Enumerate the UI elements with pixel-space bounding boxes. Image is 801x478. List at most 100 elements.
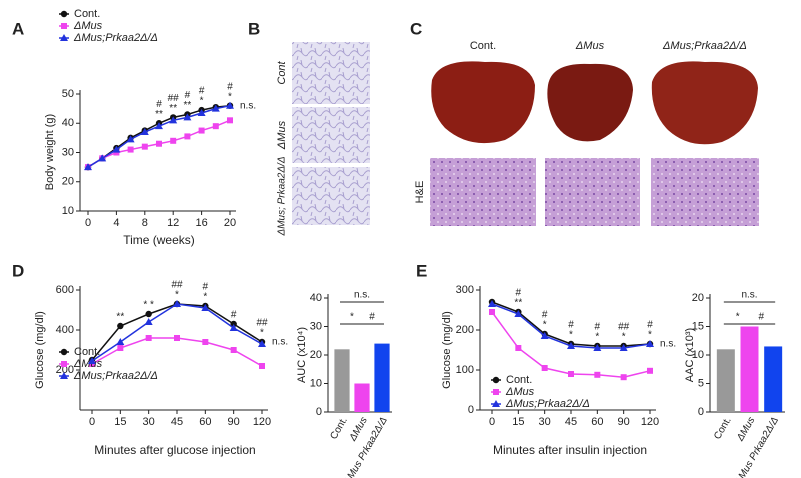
marker [620,374,627,381]
marker [227,117,233,124]
y-tick-label: 20 [62,176,74,188]
marker [145,335,152,341]
significance-label: # [203,282,209,293]
marker [202,339,209,345]
significance-label: # [199,86,205,97]
y-axis-label: AUC (x10⁴) [296,327,308,383]
legend-marker [60,348,68,356]
panel-label: C [410,19,422,38]
histology-label: ΔMus; Prkaa2Δ/Δ [277,156,288,236]
marker [145,310,152,318]
y-tick-label: 50 [62,88,74,100]
x-tick-label: ΔMus Prkaa2Δ/Δ [733,415,781,478]
marker [140,128,149,136]
y-tick-label: 40 [62,117,74,129]
x-tick-label: 30 [539,416,551,428]
end-label: n.s. [660,339,676,350]
marker [594,371,601,378]
significance-label: ** [184,100,192,111]
y-tick-label: 200 [56,364,74,376]
y-tick-label: 400 [56,324,74,336]
significance-label: * [200,96,204,107]
x-tick-label: 45 [565,416,577,428]
he-image [651,158,759,226]
marker [540,332,549,339]
y-tick-label: 600 [56,284,74,296]
x-tick-label: 15 [114,416,126,428]
significance-label: * [569,330,573,341]
panel-label: A [12,19,24,38]
marker [169,116,178,124]
liver-image [547,63,633,142]
end-label: n.s. [240,100,256,111]
marker [88,357,96,364]
significance-label: # [156,99,162,110]
y-axis-label: AAC (x10³) [684,328,696,382]
comparison-label: # [369,312,375,323]
significance-label: * [595,332,599,343]
x-tick-label: 120 [641,416,659,428]
legend-marker [60,10,68,18]
x-tick-label: 4 [113,217,119,229]
significance-label: # [568,320,574,331]
legend-marker [60,372,68,379]
significance-label: # [516,288,522,299]
y-tick-label: 10 [62,205,74,217]
histology-images [292,42,370,225]
legend-label: ΔMus;Prkaa2Δ/Δ [73,32,158,44]
significance-label: # [227,81,233,92]
marker [258,340,266,347]
significance-label: ** [169,103,177,114]
legend-label: ΔMus [73,20,103,32]
marker [514,310,523,317]
y-axis-label: Glucose (mg/dl) [441,311,453,389]
panel-label: D [12,261,24,280]
marker [170,137,177,144]
x-tick-label: Cont. [712,415,733,441]
x-tick-label: 12 [167,217,179,229]
marker [198,127,205,134]
y-tick-label: 30 [62,146,74,158]
x-tick-label: 20 [224,217,236,229]
liver-label: ΔMus;Prkaa2Δ/Δ [662,40,747,52]
marker [259,363,265,369]
y-tick-label: 15 [692,320,704,332]
x-axis-label: Minutes after glucose injection [94,443,255,457]
end-label: n.s. [272,337,288,348]
significance-label: # [595,322,601,333]
histology-label: Cont [276,60,288,84]
histology-label: ΔMus [276,120,288,150]
comparison-label: * [736,312,740,323]
significance-label: * [203,292,207,303]
he-image [430,158,536,226]
marker [567,342,575,349]
significance-label: ## [171,280,183,291]
x-tick-label: ΔMus [735,415,758,444]
legend-marker [493,389,499,395]
x-tick-label: 8 [142,217,148,229]
significance-label: * [622,332,626,343]
y-tick-label: 0 [468,404,474,416]
comparison-label: n.s. [354,290,370,301]
y-tick-label: 10 [310,377,322,389]
marker [184,133,191,140]
legend-marker [492,376,500,384]
significance-label: * [543,320,547,331]
x-tick-label: 60 [199,416,211,428]
marker [144,318,153,325]
liver-image [431,61,535,144]
y-tick-label: 100 [456,364,474,376]
significance-label: ## [618,322,630,333]
marker [127,146,134,153]
marker [98,154,107,162]
x-tick-label: 0 [489,416,495,428]
significance-label: # [231,310,237,321]
marker [489,309,495,315]
y-tick-label: 20 [692,292,704,304]
y-tick-label: 5 [698,377,704,389]
significance-label: * * [143,300,154,311]
liver-label: ΔMus [575,40,605,52]
y-tick-label: 0 [316,406,322,418]
bar [764,346,783,412]
liver-label: Cont. [470,40,496,52]
